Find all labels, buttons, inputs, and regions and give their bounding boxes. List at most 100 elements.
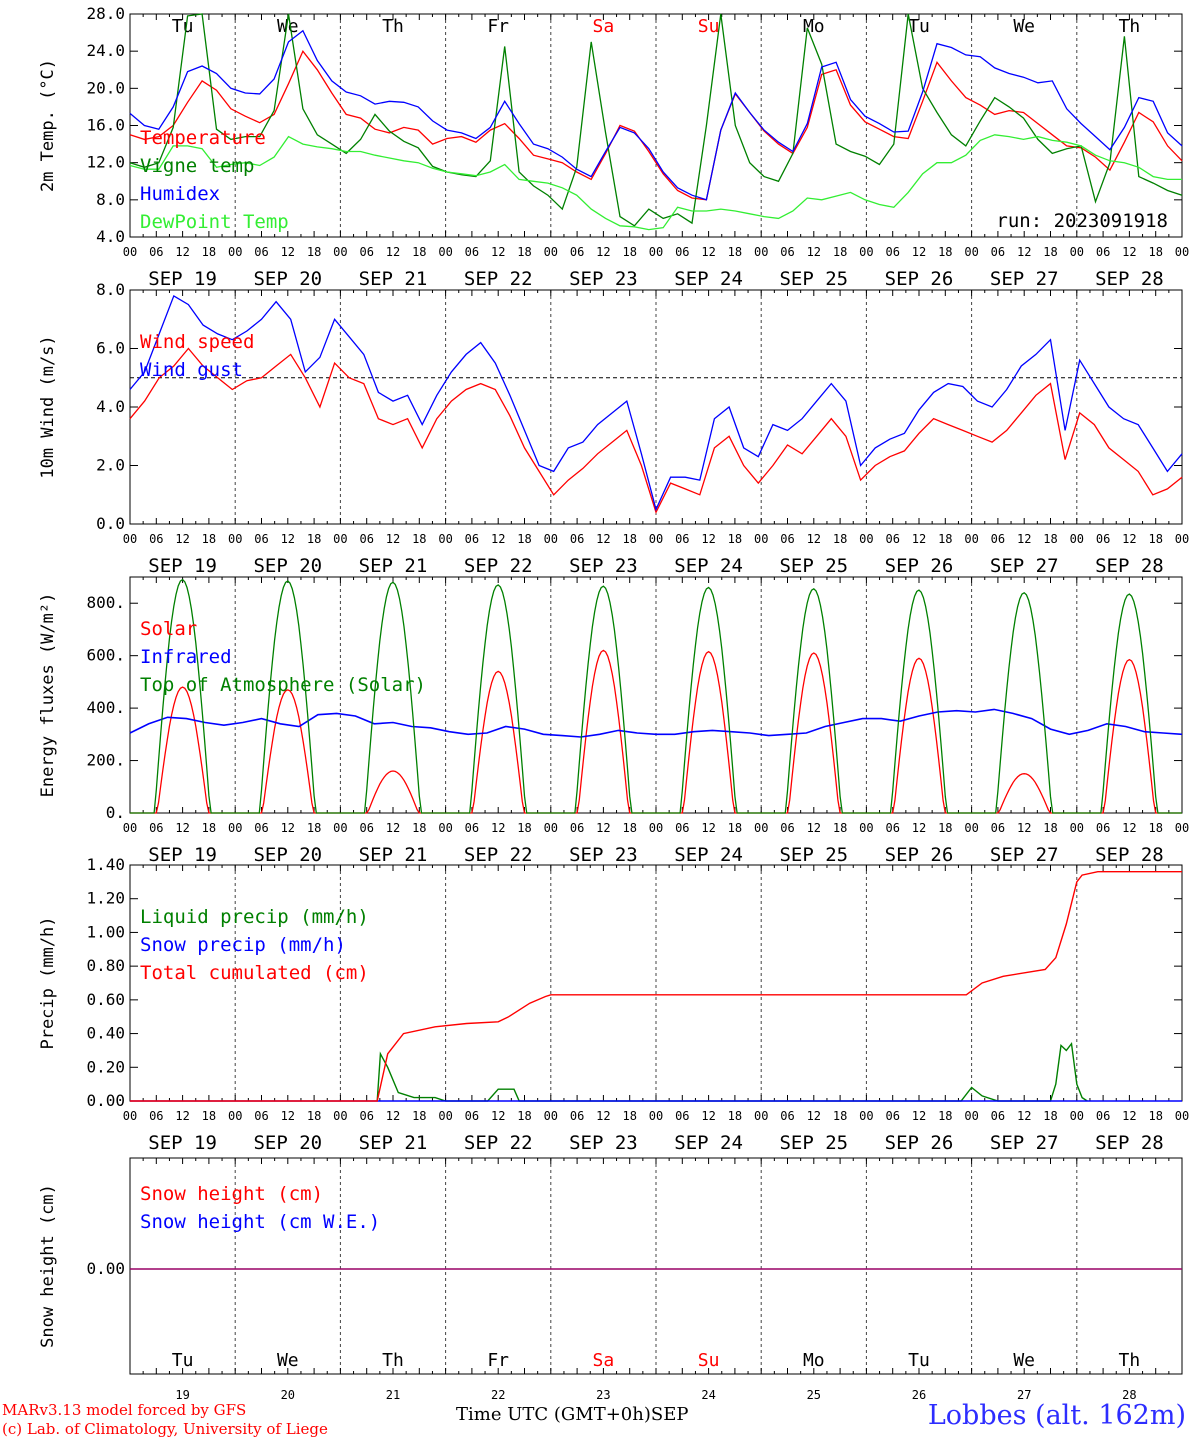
y-tick-label: 4.0: [96, 397, 125, 416]
dewpoint-temp-series: [129, 134, 1182, 231]
hour-tick-label: 12: [491, 1109, 505, 1123]
hour-tick-label: 18: [412, 1109, 426, 1123]
wind-gust-series: [129, 294, 1183, 512]
hour-tick-label: 00: [544, 532, 558, 546]
day-label: SEP 28: [1095, 268, 1164, 290]
y-tick-label: 0.00: [86, 1259, 125, 1278]
hour-tick-label: 12: [596, 1109, 610, 1123]
legend-entry: Snow height (cm W.E.): [140, 1211, 380, 1233]
day-label: SEP 22: [464, 1132, 533, 1154]
day-label: SEP 24: [674, 555, 743, 577]
hour-tick-label: 00: [544, 821, 558, 835]
hour-tick-label: 18: [202, 245, 216, 259]
weekday-label: Tu: [172, 16, 194, 37]
y-tick-label: 0.40: [86, 1024, 125, 1043]
day-label: SEP 28: [1095, 555, 1164, 577]
hour-tick-label: 00: [964, 821, 978, 835]
hour-tick-label: 18: [1148, 821, 1162, 835]
hour-tick-label: 00: [964, 245, 978, 259]
hour-tick-label: 06: [570, 532, 584, 546]
day-label: SEP 23: [569, 555, 638, 577]
hour-tick-label: 06: [570, 1109, 584, 1123]
day-label: SEP 25: [779, 555, 848, 577]
hour-tick-label: 18: [307, 532, 321, 546]
hour-tick-label: 12: [175, 532, 189, 546]
hour-tick-label: 12: [386, 532, 400, 546]
hour-tick-label: 06: [149, 245, 163, 259]
time-axis-month: SEP: [650, 1404, 689, 1425]
hour-tick-label: 12: [912, 821, 926, 835]
y-tick-label: 1.40: [86, 855, 125, 874]
hour-tick-label: 18: [938, 532, 952, 546]
day-label: SEP 19: [148, 1132, 217, 1154]
y-tick-label: 16.0: [86, 116, 125, 135]
hour-tick-label: 00: [1175, 245, 1189, 259]
hour-tick-label: 18: [307, 245, 321, 259]
hour-tick-label: 06: [780, 245, 794, 259]
hour-tick-label: 06: [1096, 245, 1110, 259]
hour-tick-label: 06: [885, 1109, 899, 1123]
y-tick-label: 8.0: [96, 280, 125, 299]
station-name: Lobbes (alt. 162m): [927, 1400, 1186, 1431]
hour-tick-label: 00: [754, 821, 768, 835]
day-number-label: 27: [1017, 1388, 1031, 1402]
hour-tick-label: 18: [833, 821, 847, 835]
hour-tick-label: 06: [1096, 1109, 1110, 1123]
hour-tick-label: 12: [701, 532, 715, 546]
day-label: SEP 19: [148, 555, 217, 577]
hour-tick-label: 18: [412, 821, 426, 835]
hour-tick-label: 18: [1043, 821, 1057, 835]
hour-tick-label: 12: [281, 1109, 295, 1123]
legend-entry: Infrared: [140, 646, 232, 668]
hour-tick-label: 18: [517, 1109, 531, 1123]
y-tick-label: 1.20: [86, 889, 125, 908]
hour-tick-label: 12: [701, 245, 715, 259]
day-label: SEP 26: [885, 1132, 954, 1154]
day-label: SEP 20: [253, 555, 322, 577]
day-label: SEP 24: [674, 1132, 743, 1154]
hour-tick-label: 00: [228, 245, 242, 259]
day-number-label: 21: [386, 1388, 400, 1402]
hour-tick-label: 18: [202, 1109, 216, 1123]
y-tick-label: 0.80: [86, 956, 125, 975]
hour-tick-label: 00: [1070, 532, 1084, 546]
hour-tick-label: 18: [622, 245, 636, 259]
day-label: SEP 21: [359, 555, 428, 577]
hour-tick-label: 06: [570, 821, 584, 835]
hour-tick-label: 12: [491, 821, 505, 835]
day-label: SEP 25: [779, 1132, 848, 1154]
hour-tick-label: 18: [728, 1109, 742, 1123]
legend-entry: Wind speed: [140, 331, 254, 353]
weekday-label: Fr: [487, 16, 509, 37]
day-label: SEP 21: [359, 1132, 428, 1154]
legend-entry: Temperature: [140, 127, 266, 149]
legend-entry: Liquid precip (mm/h): [140, 906, 369, 928]
weekday-label: We: [277, 1350, 299, 1371]
hour-tick-label: 00: [438, 1109, 452, 1123]
day-number-label: 26: [912, 1388, 926, 1402]
hour-tick-label: 06: [675, 1109, 689, 1123]
hour-tick-label: 06: [885, 532, 899, 546]
hour-tick-label: 12: [386, 245, 400, 259]
hour-tick-label: 06: [885, 245, 899, 259]
hour-tick-label: 06: [254, 821, 268, 835]
hour-tick-label: 00: [333, 821, 347, 835]
hour-tick-label: 12: [175, 821, 189, 835]
time-axis-title: Time UTC (GMT+0h): [456, 1404, 651, 1425]
hour-tick-label: 00: [964, 532, 978, 546]
hour-tick-label: 06: [149, 532, 163, 546]
hour-tick-label: 18: [412, 532, 426, 546]
legend-entry: Humidex: [140, 183, 220, 205]
vigne-temp-series: [129, 13, 1183, 227]
hour-tick-label: 00: [123, 821, 137, 835]
hour-tick-label: 06: [780, 532, 794, 546]
y-tick-label: 2.0: [96, 456, 125, 475]
y-tick-label: 0.60: [86, 990, 125, 1009]
hour-tick-label: 12: [491, 245, 505, 259]
day-number-label: 24: [701, 1388, 715, 1402]
hour-tick-label: 06: [1096, 821, 1110, 835]
day-number-label: 20: [281, 1388, 295, 1402]
y-axis-label: Snow height (cm): [38, 1184, 58, 1348]
weekday-label: Su: [698, 16, 720, 37]
